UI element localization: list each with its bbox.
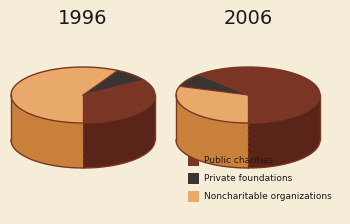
Polygon shape bbox=[11, 67, 118, 123]
Polygon shape bbox=[11, 95, 83, 168]
Text: 1996: 1996 bbox=[58, 9, 108, 28]
Polygon shape bbox=[180, 75, 248, 95]
Polygon shape bbox=[199, 67, 320, 123]
Text: Public charities: Public charities bbox=[204, 156, 273, 165]
Polygon shape bbox=[176, 86, 248, 123]
Bar bbox=[188, 155, 199, 166]
Polygon shape bbox=[176, 95, 248, 168]
Bar bbox=[188, 173, 199, 184]
Polygon shape bbox=[83, 95, 155, 168]
Bar bbox=[188, 191, 199, 202]
Polygon shape bbox=[83, 80, 155, 123]
Text: Noncharitable organizations: Noncharitable organizations bbox=[204, 192, 332, 201]
Polygon shape bbox=[83, 71, 144, 95]
Text: Private foundations: Private foundations bbox=[204, 174, 292, 183]
Polygon shape bbox=[248, 95, 320, 168]
Text: 2006: 2006 bbox=[223, 9, 273, 28]
